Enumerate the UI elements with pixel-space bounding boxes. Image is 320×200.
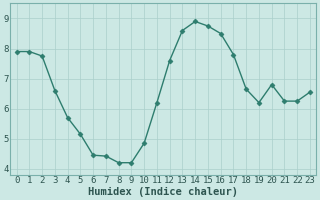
X-axis label: Humidex (Indice chaleur): Humidex (Indice chaleur)	[88, 186, 238, 197]
